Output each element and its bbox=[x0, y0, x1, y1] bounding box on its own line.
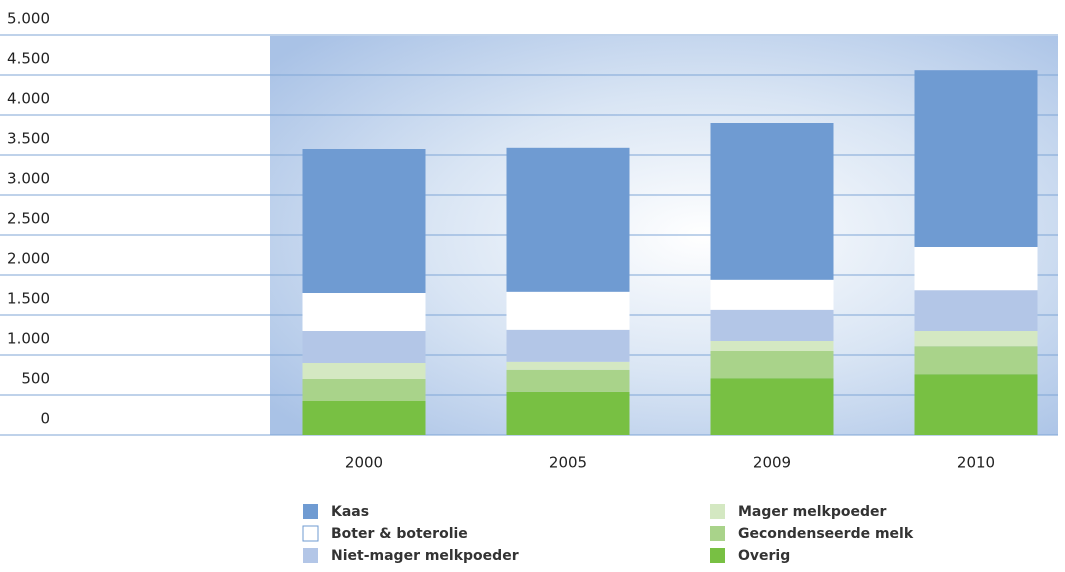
y-tick-label: 1.000 bbox=[7, 330, 50, 348]
legend-swatch bbox=[303, 548, 318, 563]
legend-label: Boter & boterolie bbox=[331, 526, 468, 542]
bar-segment bbox=[302, 293, 426, 331]
y-tick-label: 4.500 bbox=[7, 50, 50, 68]
y-tick-label: 0 bbox=[40, 410, 50, 428]
bar-segment bbox=[506, 147, 630, 292]
y-tick-label: 1.500 bbox=[7, 290, 50, 308]
legend-label: Niet-mager melkpoeder bbox=[331, 548, 519, 564]
legend-label: Overig bbox=[738, 548, 790, 564]
y-tick-label: 500 bbox=[21, 370, 50, 388]
bar-segment bbox=[710, 341, 834, 351]
bar-segment bbox=[710, 351, 834, 379]
y-tick-label: 2.500 bbox=[7, 210, 50, 228]
y-tick-label: 3.000 bbox=[7, 170, 50, 188]
bar-segment bbox=[506, 329, 630, 362]
legend-label: Mager melkpoeder bbox=[738, 504, 887, 520]
bar-segment bbox=[710, 279, 834, 310]
bar-segment bbox=[302, 149, 426, 293]
bar-segment bbox=[302, 331, 426, 363]
bar-segment bbox=[710, 378, 834, 435]
legend-swatch bbox=[710, 526, 725, 541]
x-tick-label: 2010 bbox=[957, 454, 995, 472]
bar-segment bbox=[302, 401, 426, 435]
bar-segment bbox=[914, 247, 1038, 291]
bar-segment bbox=[914, 70, 1038, 247]
legend-swatch bbox=[302, 525, 319, 542]
bar-segment bbox=[914, 374, 1038, 435]
x-tick-label: 2000 bbox=[345, 454, 383, 472]
bar-segment bbox=[302, 363, 426, 379]
bar-segment bbox=[506, 291, 630, 330]
bar-segment bbox=[710, 309, 834, 341]
y-tick-label: 4.000 bbox=[7, 90, 50, 108]
x-tick-label: 2009 bbox=[753, 454, 791, 472]
bar-segment bbox=[914, 331, 1038, 347]
bar-segment bbox=[914, 290, 1038, 331]
legend-swatch bbox=[303, 504, 318, 519]
legend-label: Kaas bbox=[331, 504, 369, 520]
legend-label: Gecondenseerde melk bbox=[738, 526, 914, 542]
x-tick-label: 2005 bbox=[549, 454, 587, 472]
bar-segment bbox=[506, 361, 630, 370]
bar-segment bbox=[506, 369, 630, 392]
y-tick-label: 3.500 bbox=[7, 130, 50, 148]
bar-segment bbox=[914, 346, 1038, 375]
bar-segment bbox=[506, 391, 630, 435]
legend-swatch bbox=[710, 504, 725, 519]
y-tick-label: 5.000 bbox=[7, 10, 50, 28]
y-tick-label: 2.000 bbox=[7, 250, 50, 268]
legend-swatch bbox=[710, 548, 725, 563]
bar-segment bbox=[710, 123, 834, 280]
bar-segment bbox=[302, 379, 426, 401]
